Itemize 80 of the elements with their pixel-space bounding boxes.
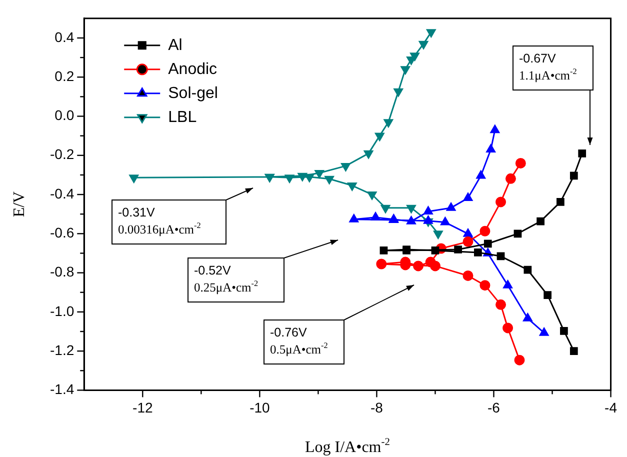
legend-label: Al	[168, 36, 182, 54]
point	[394, 88, 404, 97]
y-tick-label: -1.4	[50, 381, 74, 398]
point	[514, 354, 525, 366]
y-tick-label: -0.8	[50, 264, 74, 280]
point	[544, 291, 552, 300]
point	[515, 158, 526, 168]
y-axis-title: E/V	[11, 190, 28, 218]
x-tick-label: -6	[488, 399, 500, 416]
point	[400, 66, 410, 74]
point	[463, 192, 473, 202]
y-tick-label: 0.4	[54, 28, 74, 45]
point	[484, 240, 492, 248]
point	[406, 216, 416, 224]
point	[570, 347, 578, 355]
point	[413, 260, 424, 272]
point	[480, 226, 490, 236]
y-tick-label: -1.0	[50, 302, 74, 319]
point	[430, 260, 440, 272]
point	[536, 217, 544, 226]
point	[463, 228, 473, 237]
point	[496, 299, 506, 310]
point	[349, 214, 359, 222]
point	[446, 202, 456, 211]
point	[503, 280, 512, 288]
point	[570, 172, 578, 180]
point	[380, 246, 388, 254]
point	[314, 170, 324, 178]
point	[129, 174, 139, 183]
point	[560, 326, 568, 335]
point	[524, 266, 532, 274]
point	[376, 258, 387, 270]
x-tick-label: -10	[250, 399, 270, 416]
point	[418, 40, 428, 50]
point	[496, 196, 506, 208]
point	[298, 172, 308, 182]
point	[364, 150, 374, 159]
point	[431, 246, 440, 254]
x-tick-label: -4	[604, 399, 618, 416]
point	[496, 252, 505, 260]
point	[480, 280, 490, 291]
point	[304, 174, 314, 182]
point	[324, 176, 334, 184]
point	[474, 248, 482, 256]
point	[454, 246, 462, 254]
point	[556, 198, 564, 206]
point	[440, 217, 450, 226]
y-tick-label: -0.2	[50, 146, 74, 162]
point	[347, 182, 357, 191]
y-tick-label: -1.2	[50, 342, 74, 358]
point	[462, 236, 474, 247]
point	[514, 230, 522, 238]
point	[505, 173, 516, 184]
point	[578, 149, 586, 158]
y-tick-label: -0.6	[50, 224, 74, 241]
point	[462, 270, 474, 281]
point	[374, 132, 384, 142]
point	[523, 313, 532, 322]
point	[406, 204, 416, 214]
y-tick-label: -0.4	[50, 185, 74, 202]
point	[384, 119, 394, 128]
point	[424, 216, 433, 224]
x-tick-label: -12	[132, 399, 153, 416]
point	[426, 29, 436, 38]
point	[341, 162, 350, 172]
point	[502, 322, 514, 334]
legend-label: LBL	[168, 108, 197, 126]
point	[367, 192, 377, 200]
legend-label: Anodic	[168, 60, 218, 78]
x-tick-label: -8	[370, 399, 384, 416]
point	[539, 328, 549, 336]
point	[434, 230, 443, 239]
point	[380, 204, 390, 214]
point	[424, 206, 433, 215]
point	[370, 212, 380, 220]
point	[410, 52, 420, 61]
y-tick-label: 0.2	[54, 68, 74, 84]
legend-label: Sol-gel	[168, 84, 218, 102]
y-tick-label: 0.0	[54, 107, 74, 124]
point	[284, 174, 294, 183]
